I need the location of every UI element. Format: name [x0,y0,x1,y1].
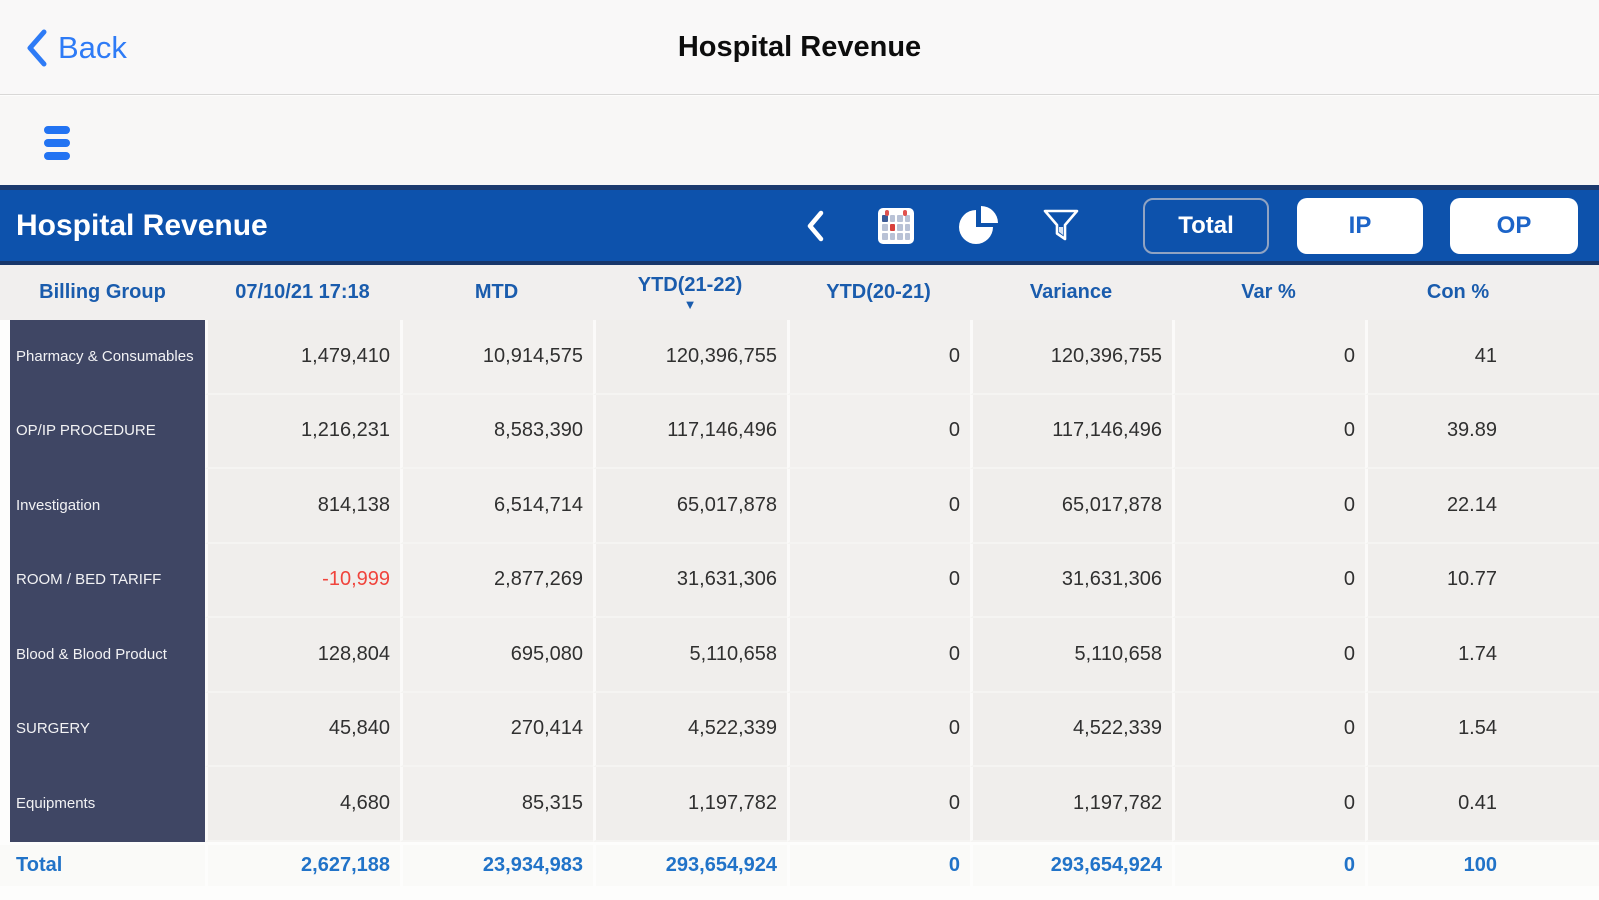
cell: 0 [1172,394,1365,469]
back-button-label: Back [58,30,127,65]
back-button[interactable]: Back [26,24,127,72]
report-title: Hospital Revenue [16,208,268,242]
cell: 1,197,782 [970,767,1172,842]
cell: 10.77 [1365,543,1599,618]
cell: 117,146,496 [970,394,1172,469]
cell: 1,216,231 [205,394,400,469]
total-cell: 293,654,924 [970,841,1172,886]
cell: 0 [787,618,970,693]
row-label: Blood & Blood Product [0,618,205,693]
cell: 65,017,878 [593,469,787,544]
row-label: OP/IP PROCEDURE [0,394,205,469]
total-cell: 100 [1365,841,1599,886]
cell: 120,396,755 [970,320,1172,395]
cell: 0 [1172,469,1365,544]
cell: 85,315 [400,767,593,842]
column-header-label: Variance [1029,281,1113,303]
cell: 5,110,658 [593,618,787,693]
menu-strip [0,96,1599,185]
total-cell: 0 [787,841,970,886]
cell: 0 [1172,692,1365,767]
column-header-label: 07/10/21 17:18 [235,281,370,303]
column-header-7[interactable]: Con % [1365,265,1599,320]
column-header-6[interactable]: Var % [1172,265,1365,320]
top-navigation-bar: Back Hospital Revenue [0,0,1599,95]
column-header-label: MTD [474,281,519,303]
total-cell: 293,654,924 [593,841,787,886]
cell: 117,146,496 [593,394,787,469]
column-header-1[interactable]: 07/10/21 17:18 [205,265,400,320]
row-label: Pharmacy & Consumables [0,320,205,395]
column-header-label: Con % [1426,281,1490,303]
cell: 1,479,410 [205,320,400,395]
cell: 8,583,390 [400,394,593,469]
cell: 65,017,878 [970,469,1172,544]
collapse-chevron-icon[interactable] [806,190,824,261]
cell: 0 [787,469,970,544]
cell: 814,138 [205,469,400,544]
pie-chart-icon[interactable] [956,190,1000,261]
column-header-label: Billing Group [39,281,166,303]
column-header-3[interactable]: YTD(21-22) ▼ [593,265,787,320]
total-filter-button[interactable]: Total [1143,198,1269,254]
column-header-2[interactable]: MTD [400,265,593,320]
cell: 1.74 [1365,618,1599,693]
calendar-icon[interactable] [878,190,914,261]
page-title: Hospital Revenue [677,31,922,63]
cell: 41 [1365,320,1599,395]
cell: 0 [1172,543,1365,618]
cell: 1,197,782 [593,767,787,842]
cell: 31,631,306 [593,543,787,618]
row-label: SURGERY [0,692,205,767]
cell: 4,522,339 [593,692,787,767]
cell: 0 [787,767,970,842]
cell: 0 [787,543,970,618]
ip-filter-button[interactable]: IP [1297,198,1423,254]
total-cell: 23,934,983 [400,841,593,886]
cell: 39.89 [1365,394,1599,469]
cell: 4,522,339 [970,692,1172,767]
column-header-0[interactable]: Billing Group [0,265,205,320]
column-header-label: YTD(21-22) [637,274,743,296]
revenue-table: Billing Group 07/10/21 17:18 MTD YTD(21-22)… [0,265,1599,886]
column-header-label: Var % [1241,281,1296,303]
menu-icon[interactable] [44,126,70,160]
cell: 695,080 [400,618,593,693]
op-filter-button[interactable]: OP [1450,198,1578,254]
total-row-label: Total [0,841,205,886]
column-header-4[interactable]: YTD(20-21) [787,265,970,320]
cell: -10,999 [205,543,400,618]
cell: 270,414 [400,692,593,767]
row-label: Investigation [0,469,205,544]
cell: 128,804 [205,618,400,693]
cell: 10,914,575 [400,320,593,395]
cell: 0.41 [1365,767,1599,842]
cell: 2,877,269 [400,543,593,618]
cell: 0 [787,320,970,395]
cell: 0 [787,692,970,767]
cell: 0 [1172,320,1365,395]
column-header-label: YTD(20-21) [826,281,931,303]
total-cell: 0 [1172,841,1365,886]
sort-indicator-icon: ▼ [683,297,697,312]
report-toolbar: Hospital Revenue Total IP OP [0,185,1599,265]
cell: 22.14 [1365,469,1599,544]
cell: 5,110,658 [970,618,1172,693]
filter-icon[interactable] [1042,190,1080,261]
cell: 45,840 [205,692,400,767]
back-chevron-icon [27,29,47,67]
row-label: Equipments [0,767,205,842]
cell: 1.54 [1365,692,1599,767]
cell: 6,514,714 [400,469,593,544]
cell: 31,631,306 [970,543,1172,618]
cell: 0 [1172,618,1365,693]
cell: 0 [1172,767,1365,842]
cell: 120,396,755 [593,320,787,395]
cell: 4,680 [205,767,400,842]
row-label: ROOM / BED TARIFF [0,543,205,618]
column-header-5[interactable]: Variance [970,265,1172,320]
total-cell: 2,627,188 [205,841,400,886]
cell: 0 [787,394,970,469]
